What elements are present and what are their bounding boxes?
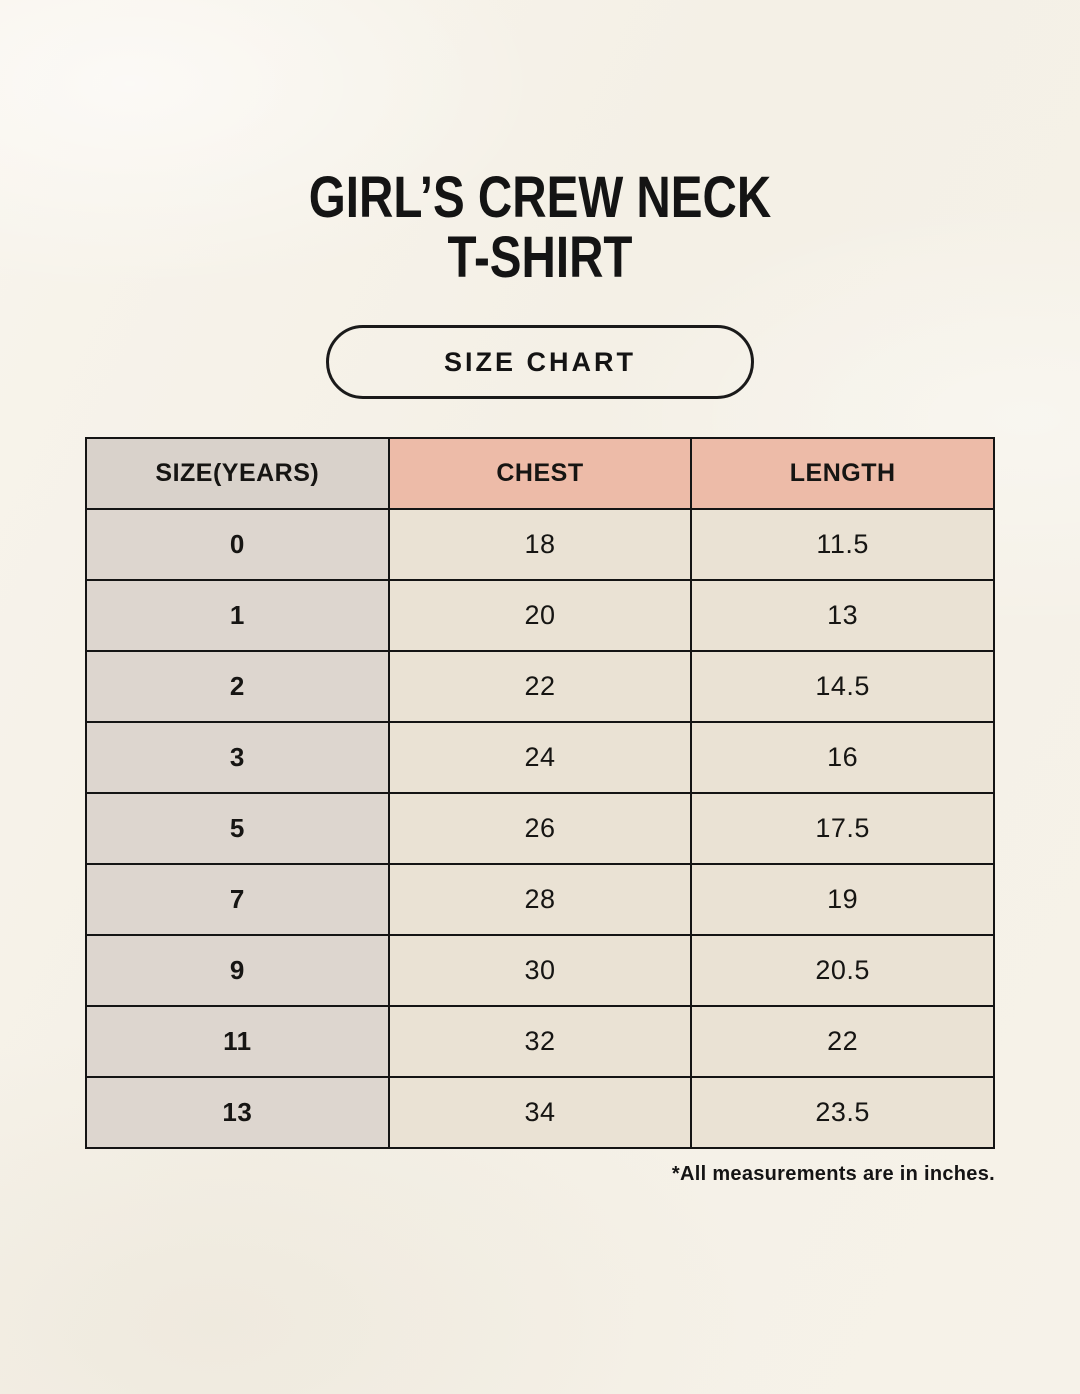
cell-size: 11 xyxy=(85,1004,390,1078)
table-row: 11 32 22 xyxy=(85,1004,995,1078)
cell-chest: 28 xyxy=(387,862,693,936)
table-header-row: SIZE(YEARS) CHEST LENGTH xyxy=(85,436,995,510)
table-row: 3 24 16 xyxy=(85,720,995,794)
cell-chest: 34 xyxy=(387,1075,693,1149)
cell-length: 20.5 xyxy=(690,933,995,1007)
cell-length: 13 xyxy=(690,578,995,652)
size-chart-badge: SIZE CHART xyxy=(326,324,754,399)
table-row: 13 34 23.5 xyxy=(85,1075,995,1149)
cell-size: 1 xyxy=(85,578,390,652)
header-size-years: SIZE(YEARS) xyxy=(85,436,390,510)
cell-size: 3 xyxy=(85,720,390,794)
page-title-line2: T-SHIRT xyxy=(447,225,633,291)
cell-size: 13 xyxy=(85,1075,390,1149)
cell-length: 11.5 xyxy=(690,507,995,581)
cell-chest: 32 xyxy=(387,1004,693,1078)
cell-chest: 30 xyxy=(387,933,693,1007)
cell-size: 7 xyxy=(85,862,390,936)
page-title-line1: GIRL’S CREW NECK xyxy=(308,165,772,230)
table-row: 7 28 19 xyxy=(85,862,995,936)
cell-size: 2 xyxy=(85,649,390,723)
cell-length: 23.5 xyxy=(690,1075,995,1149)
table-row: 5 26 17.5 xyxy=(85,791,995,865)
cell-length: 16 xyxy=(690,720,995,794)
size-table: SIZE(YEARS) CHEST LENGTH 0 18 11.5 1 20 … xyxy=(85,436,995,1149)
cell-chest: 22 xyxy=(387,649,693,723)
cell-length: 17.5 xyxy=(690,791,995,865)
cell-size: 5 xyxy=(85,791,390,865)
cell-length: 14.5 xyxy=(690,649,995,723)
table-row: 1 20 13 xyxy=(85,578,995,652)
cell-chest: 24 xyxy=(387,720,693,794)
cell-chest: 20 xyxy=(387,578,693,652)
cell-length: 19 xyxy=(690,862,995,936)
table-row: 0 18 11.5 xyxy=(85,507,995,581)
header-chest: CHEST xyxy=(387,436,693,510)
cell-length: 22 xyxy=(690,1004,995,1078)
page-title: GIRL’S CREW NECK T-SHIRT xyxy=(97,0,983,289)
table-row: 9 30 20.5 xyxy=(85,933,995,1007)
table-row: 2 22 14.5 xyxy=(85,649,995,723)
measurements-footnote: *All measurements are in inches. xyxy=(671,1162,995,1185)
badge-container: SIZE CHART xyxy=(0,324,1080,399)
cell-size: 9 xyxy=(85,933,390,1007)
cell-chest: 26 xyxy=(387,791,693,865)
header-length: LENGTH xyxy=(690,436,995,510)
cell-size: 0 xyxy=(85,507,390,581)
cell-chest: 18 xyxy=(387,507,693,581)
